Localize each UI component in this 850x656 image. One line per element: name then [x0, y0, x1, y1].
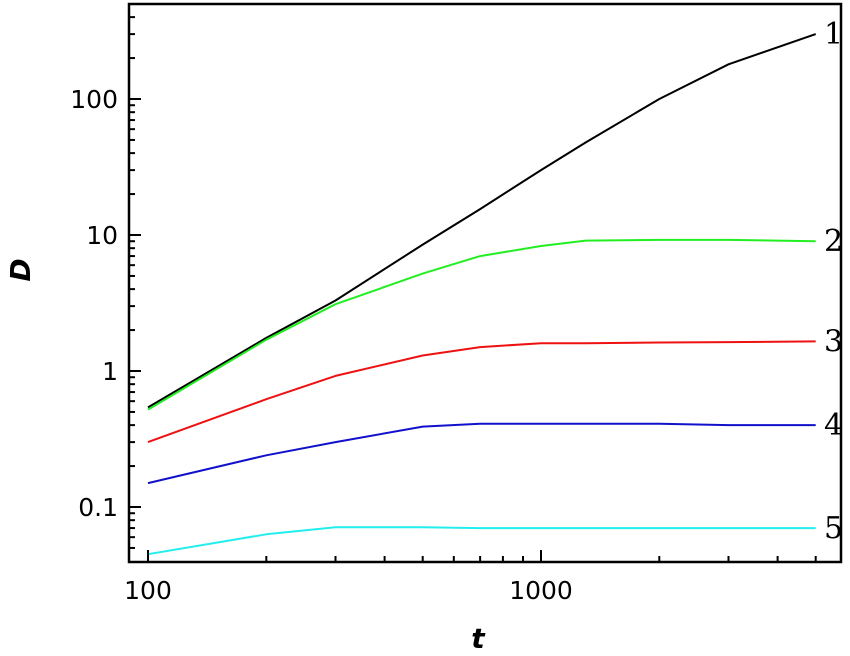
y-tick-label-10: 10 — [86, 221, 118, 250]
curve-3 — [147, 340, 816, 444]
data-curves — [147, 33, 817, 556]
x-tick-label-1000: 1000 — [509, 576, 573, 605]
x-tick-label-100: 100 — [124, 576, 172, 605]
curve-2 — [147, 238, 816, 411]
curve-5 — [147, 526, 816, 556]
y-tick-label-0-1: 0.1 — [78, 493, 118, 522]
series-label-3: 3 — [824, 324, 843, 359]
series-label-2: 2 — [824, 224, 843, 259]
series-labels: 1 2 3 4 5 — [824, 17, 843, 546]
y-tick-label-1: 1 — [102, 357, 118, 386]
y-tick-label-100: 100 — [70, 85, 118, 114]
x-axis-title: t — [471, 622, 486, 655]
series-label-1: 1 — [824, 17, 843, 52]
y-axis-title: D — [4, 258, 37, 281]
series-label-5: 5 — [824, 511, 843, 546]
curve-1 — [147, 33, 817, 409]
curve-4 — [147, 422, 816, 485]
series-label-4: 4 — [824, 408, 843, 443]
y-axis-ticks — [129, 16, 141, 549]
x-axis-ticks — [147, 550, 817, 562]
plot-frame — [127, 2, 843, 564]
